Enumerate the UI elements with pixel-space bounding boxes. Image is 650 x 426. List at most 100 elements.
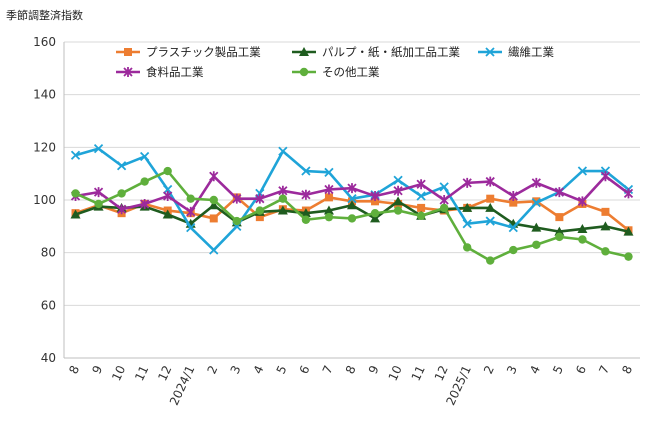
series-1-point-6 — [208, 200, 219, 210]
series-4-point-19 — [509, 245, 518, 255]
series-1-point-0 — [70, 209, 81, 219]
y-tick-160: 160 — [33, 35, 56, 49]
series-3-point-3 — [140, 198, 150, 209]
legend-label-2: 繊維工業 — [508, 45, 554, 59]
x-tick-13: 9 — [366, 363, 382, 376]
x-tick-19: 3 — [504, 363, 520, 376]
series-2-point-2 — [116, 161, 127, 171]
x-tick-4: 12 — [155, 363, 174, 383]
y-tick-100: 100 — [33, 193, 56, 207]
series-3-point-20 — [531, 177, 541, 188]
y-tick-40: 40 — [41, 351, 56, 365]
legend-item-2: 繊維工業 — [478, 45, 554, 59]
series-3-point-22 — [577, 196, 588, 207]
series-1-point-23 — [600, 221, 611, 231]
series-3-point-17 — [462, 177, 472, 188]
series-1-point-12 — [347, 200, 357, 210]
series-4-point-12 — [347, 214, 357, 223]
series-1-point-4 — [162, 209, 173, 219]
y-axis-ticks: 40 60 80 100 120 140 160 — [33, 35, 56, 365]
series-4-point-3 — [140, 177, 149, 186]
series-4-point-8 — [255, 206, 265, 215]
series-0-point-23 — [601, 207, 610, 216]
series-2-point-18 — [485, 216, 495, 226]
series-3-point-7 — [232, 193, 242, 204]
series-3-point-4 — [163, 191, 173, 202]
series-3-point-11 — [324, 184, 334, 195]
legend-item-4: その他工業 — [292, 65, 380, 79]
series-4-point-6 — [209, 195, 218, 205]
y-tick-60: 60 — [41, 298, 56, 312]
series-4-point-15 — [416, 211, 426, 220]
series-2-point-15 — [416, 191, 426, 201]
x-tick-3: 11 — [132, 363, 151, 383]
x-tick-12: 8 — [343, 363, 359, 376]
series-1-point-14 — [393, 196, 404, 206]
series-4-point-16 — [439, 203, 449, 213]
series-4-point-9 — [278, 194, 288, 203]
series-3-point-16 — [439, 195, 449, 205]
series-3-point-5 — [186, 206, 196, 217]
series-4-point-17 — [463, 243, 472, 252]
x-tick-10: 6 — [297, 363, 313, 376]
legend-swatch-marker-2 — [485, 47, 495, 57]
series-3-point-2 — [116, 204, 127, 215]
x-tick-2: 10 — [109, 363, 128, 383]
series-4-point-11 — [324, 212, 334, 222]
series-2-point-3 — [140, 151, 150, 162]
y-axis-title: 季節調整済指数 — [6, 9, 83, 22]
legend-item-0: プラスチック製品工業 — [116, 45, 261, 59]
series-1-point-21 — [554, 226, 565, 236]
series-2-point-11 — [324, 167, 334, 177]
series-2-point-9 — [278, 146, 288, 156]
legend-swatch-marker-1 — [299, 47, 309, 56]
legend-swatch-marker-3 — [123, 67, 133, 77]
x-tick-20: 4 — [527, 363, 543, 376]
series-0-point-13 — [371, 197, 380, 206]
series-1-point-18 — [485, 202, 496, 212]
x-tick-0: 8 — [66, 363, 82, 376]
series-4-point-2 — [117, 189, 126, 198]
series-3-point-24 — [623, 188, 634, 199]
x-tick-9: 5 — [274, 363, 290, 376]
series-3-point-9 — [278, 185, 288, 196]
series-3-point-1 — [93, 187, 104, 198]
series-2 — [70, 144, 634, 255]
series-3-point-19 — [508, 191, 518, 202]
x-tick-16: 12 — [432, 363, 451, 383]
series-group — [70, 144, 634, 265]
series-2-point-14 — [393, 175, 403, 185]
legend-swatch-marker-4 — [299, 67, 309, 77]
series-1-point-11 — [323, 205, 334, 215]
x-tick-14: 10 — [386, 363, 405, 383]
series-1-point-22 — [577, 223, 588, 233]
series-3-point-15 — [416, 179, 426, 190]
series-4-point-14 — [393, 206, 403, 215]
x-tick-1: 9 — [89, 363, 105, 376]
series-4-point-10 — [301, 215, 311, 224]
series-1-point-20 — [531, 222, 542, 232]
series-3-point-21 — [554, 187, 564, 198]
series-0-point-11 — [324, 193, 333, 202]
series-0-point-21 — [555, 213, 564, 222]
series-0-point-8 — [255, 213, 264, 222]
series-3-point-8 — [255, 193, 265, 204]
series-2-point-0 — [70, 150, 81, 160]
series-1-point-13 — [370, 213, 381, 223]
series-4-point-20 — [532, 240, 541, 249]
series-1-point-9 — [277, 205, 288, 215]
series-2-point-6 — [209, 245, 219, 255]
series-2-point-10 — [301, 166, 311, 176]
x-tick-8: 4 — [251, 363, 267, 376]
series-2-point-19 — [508, 223, 518, 233]
series-4-point-18 — [486, 256, 495, 265]
series-1-point-10 — [300, 208, 311, 218]
series-2-point-16 — [439, 182, 449, 192]
series-4-point-21 — [555, 232, 564, 242]
series-1-point-17 — [462, 202, 473, 212]
series-4-point-13 — [370, 208, 380, 218]
series-0-point-15 — [417, 203, 426, 212]
